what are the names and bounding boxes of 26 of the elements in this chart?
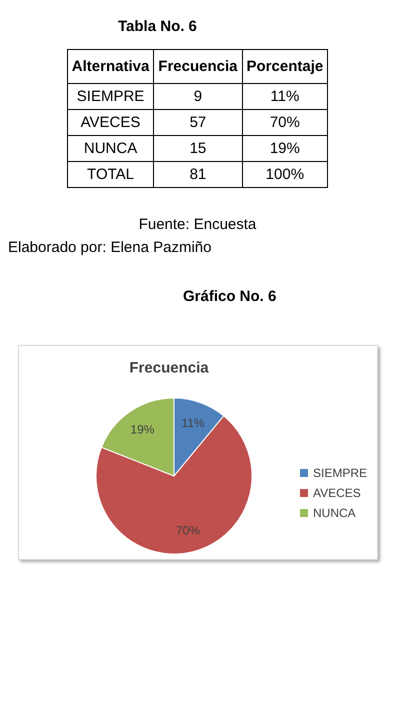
text: 11% (270, 88, 300, 105)
legend-label: SIEMPRE (312, 466, 367, 480)
data-label: 70% (176, 523, 200, 538)
text: Frecuencia (154, 50, 242, 84)
category-label: AVECES (80, 114, 140, 131)
text: 100% (242, 162, 328, 188)
text: 19% (270, 140, 300, 157)
category-label: NUNCA (84, 140, 138, 157)
text: Porcentaje (242, 50, 328, 84)
text: TOTAL (67, 162, 154, 188)
legend-label: AVECES (312, 486, 362, 500)
text: 15 (154, 136, 242, 162)
legend-label: NUNCA (312, 506, 357, 520)
data-label: 11% (181, 416, 205, 430)
text: 9 (154, 84, 242, 110)
text: 70% (270, 114, 300, 131)
data-label: 19% (130, 422, 155, 437)
text: Gráfico No. 6 (183, 288, 278, 305)
text: 81 (154, 162, 242, 188)
text: Elaborado por: Elena Pazmiño (8, 239, 212, 256)
text: Alternativa (67, 50, 154, 84)
chart-title: Frecuencia (129, 360, 210, 376)
text: Tabla No. 6 (118, 18, 198, 35)
source-note: Fuente: Encuesta (138, 216, 258, 233)
category-label: SIEMPRE (76, 88, 144, 105)
text: 57 (154, 110, 242, 136)
